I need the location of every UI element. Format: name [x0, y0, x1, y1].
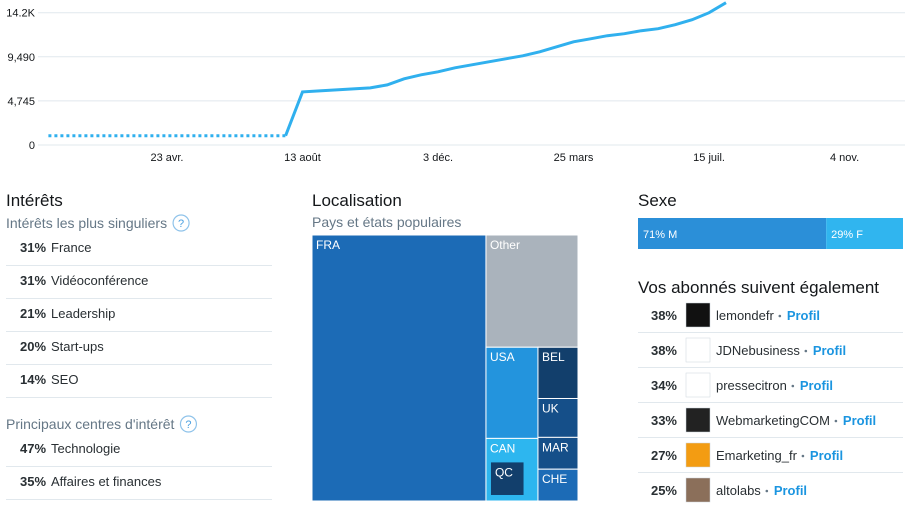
profile-link[interactable]: Profil: [800, 378, 833, 393]
interest-pct: 21%: [20, 306, 46, 321]
profile-link[interactable]: Profil: [813, 343, 846, 358]
profile-link[interactable]: Profil: [787, 308, 820, 323]
separator-dot: [804, 349, 808, 353]
gender-bar: [826, 218, 903, 249]
separator-dot: [834, 419, 838, 423]
interest-name: Vidéoconférence: [51, 273, 148, 288]
treemap-cell: [485, 234, 579, 348]
profile-link[interactable]: Profil: [843, 413, 876, 428]
treemap-cell: [537, 468, 579, 502]
follow-pct: 33%: [651, 413, 677, 428]
location-subtitle: Pays et états populaires: [312, 214, 461, 230]
treemap-label: BEL: [542, 350, 565, 364]
treemap-label: Other: [490, 238, 520, 252]
help-icon[interactable]: [179, 415, 198, 433]
treemap-label: QC: [495, 465, 513, 479]
follow-pct: 27%: [651, 448, 677, 463]
treemap-cell: [485, 346, 539, 439]
gender-label: 29% F: [831, 229, 863, 241]
follow-handle: JDNebusiness: [716, 343, 800, 358]
treemap-label: UK: [542, 401, 559, 415]
treemap-cell: [537, 346, 579, 399]
y-tick-label: 0: [29, 140, 35, 152]
profile-link[interactable]: Profil: [810, 448, 843, 463]
follow-pct: 38%: [651, 308, 677, 323]
x-tick-label: 23 avr.: [150, 152, 183, 164]
x-tick-label: 15 juil.: [693, 152, 725, 164]
separator-dot: [791, 384, 795, 388]
help-icon[interactable]: [172, 214, 190, 232]
profile-link[interactable]: Profil: [774, 483, 807, 498]
x-tick-label: 3 déc.: [423, 152, 453, 164]
treemap-cell: [537, 436, 579, 470]
follow-handle: pressecitron: [716, 378, 787, 393]
separator-dot: [765, 489, 769, 493]
avatar: [685, 302, 711, 328]
line: [284, 1, 727, 137]
treemap-label: MAR: [542, 440, 569, 454]
treemap-cell: [490, 462, 524, 495]
follow-handle: WebmarketingCOM: [716, 413, 830, 428]
avatar: [685, 407, 711, 433]
treemap-cell: [537, 397, 579, 438]
interest-name: Affaires et finances: [51, 474, 162, 489]
section-title: Principaux centres d'intérêt: [6, 416, 175, 432]
follow-pct: 38%: [651, 343, 677, 358]
interest-pct: 35%: [20, 474, 46, 489]
interest-name: France: [51, 240, 91, 255]
interest-pct: 31%: [20, 273, 46, 288]
avatar: [685, 477, 711, 503]
interest-name: SEO: [51, 372, 78, 387]
interest-pct: 14%: [20, 372, 46, 387]
x-tick-label: 25 mars: [554, 152, 594, 164]
avatar: [685, 337, 711, 363]
follow-handle: altolabs: [716, 483, 761, 498]
y-tick-label: 4,745: [7, 96, 35, 108]
interest-name: Start-ups: [51, 339, 104, 354]
follow-pct: 34%: [651, 378, 677, 393]
gender-title: Sexe: [638, 191, 677, 210]
interest-pct: 20%: [20, 339, 46, 354]
followers-chart: 0 4,745 9,490 14.2K 23 avr. 13 août 3 déc. 25 m…: [6, 1, 905, 164]
avatar: [685, 442, 711, 468]
also-follow-title: Vos abonnés suivent également: [638, 278, 879, 297]
help-icon-label: ?: [178, 218, 184, 230]
follow-handle: Emarketing_fr: [716, 448, 798, 463]
x-tick-label: 4 nov.: [830, 152, 859, 164]
y-tick-label: 9,490: [7, 52, 35, 64]
treemap-label: CHE: [542, 472, 567, 486]
separator-dot: [801, 454, 805, 458]
treemap-label: CAN: [490, 441, 515, 455]
interest-name: Technologie: [51, 441, 120, 456]
gender-bar: [638, 218, 827, 249]
avatar: [685, 372, 711, 398]
help-icon-label: ?: [185, 419, 191, 431]
interest-pct: 47%: [20, 441, 46, 456]
interests-title: Intérêts: [6, 191, 63, 210]
follow-handle: lemondefr: [716, 308, 774, 323]
x-tick-label: 13 août: [284, 152, 321, 164]
separator-dot: [778, 314, 782, 318]
location-title: Localisation: [312, 191, 402, 210]
treemap-cell: [311, 234, 487, 502]
section-title: Intérêts les plus singuliers: [6, 215, 167, 231]
treemap-label: USA: [490, 350, 515, 364]
interest-name: Leadership: [51, 306, 115, 321]
gender-label: 71% M: [643, 229, 677, 241]
treemap-label: FRA: [316, 238, 340, 252]
interest-pct: 31%: [20, 240, 46, 255]
follow-pct: 25%: [651, 483, 677, 498]
y-tick-label: 14.2K: [6, 8, 35, 20]
